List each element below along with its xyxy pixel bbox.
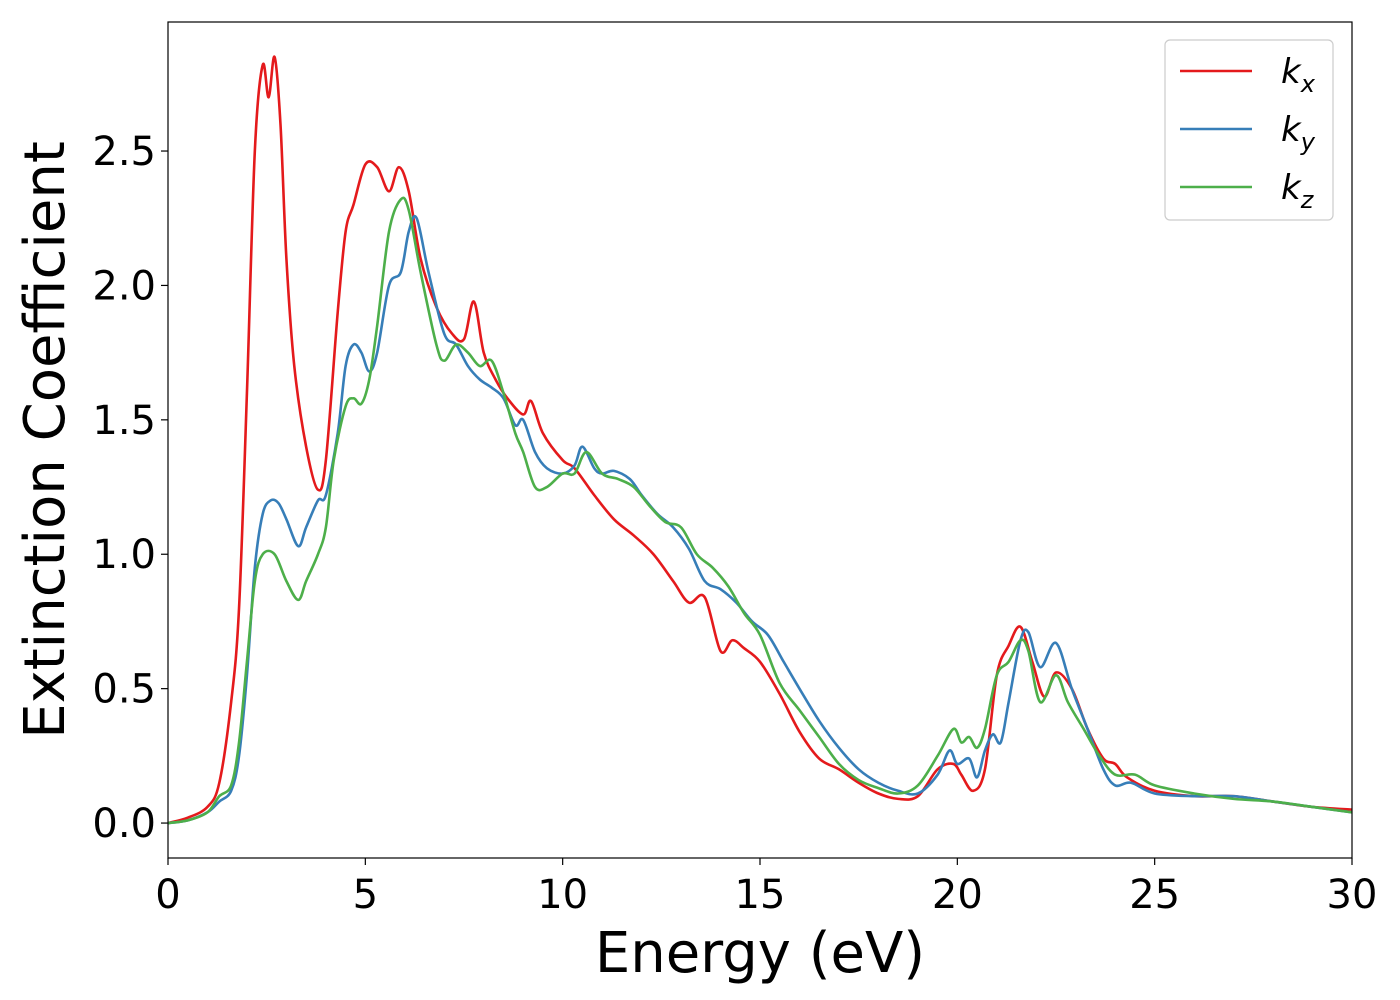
x-tick-label: 20 (932, 872, 983, 918)
y-tick-label: 2.0 (92, 263, 156, 309)
y-axis: 0.0 0.5 1.0 1.5 2.0 2.5 (92, 129, 168, 847)
x-axis-title: Energy (eV) (595, 921, 925, 986)
x-tick-label: 5 (353, 872, 378, 918)
y-tick-label: 1.0 (92, 532, 156, 578)
legend-label-subscript: x (1300, 70, 1316, 98)
y-tick-label: 1.5 (92, 398, 156, 444)
legend-label-kx: kx (1281, 52, 1316, 98)
legend-label-base: k (1281, 168, 1302, 208)
series-line-ky (168, 214, 1352, 825)
x-tick-label: 10 (537, 872, 588, 918)
legend-label-ky: ky (1281, 110, 1316, 156)
y-axis-title: Extinction Coefficient (13, 141, 78, 739)
x-tick-label: 15 (735, 872, 786, 918)
legend-label-base: k (1281, 110, 1302, 150)
x-tick-label: 0 (155, 872, 180, 918)
legend-label-base: k (1281, 52, 1302, 92)
series-layer (168, 55, 1352, 825)
legend-label-subscript: z (1300, 186, 1315, 214)
legend-label-kz: kz (1281, 168, 1315, 214)
y-tick-label: 0.5 (92, 667, 156, 713)
series-line-kz (168, 196, 1352, 825)
legend-label-subscript: y (1300, 128, 1316, 156)
y-tick-label: 0.0 (92, 801, 156, 847)
x-axis: 0 5 10 15 20 25 30 (155, 858, 1377, 918)
x-tick-label: 25 (1129, 872, 1180, 918)
x-tick-label: 30 (1327, 872, 1378, 918)
y-tick-label: 2.5 (92, 129, 156, 175)
